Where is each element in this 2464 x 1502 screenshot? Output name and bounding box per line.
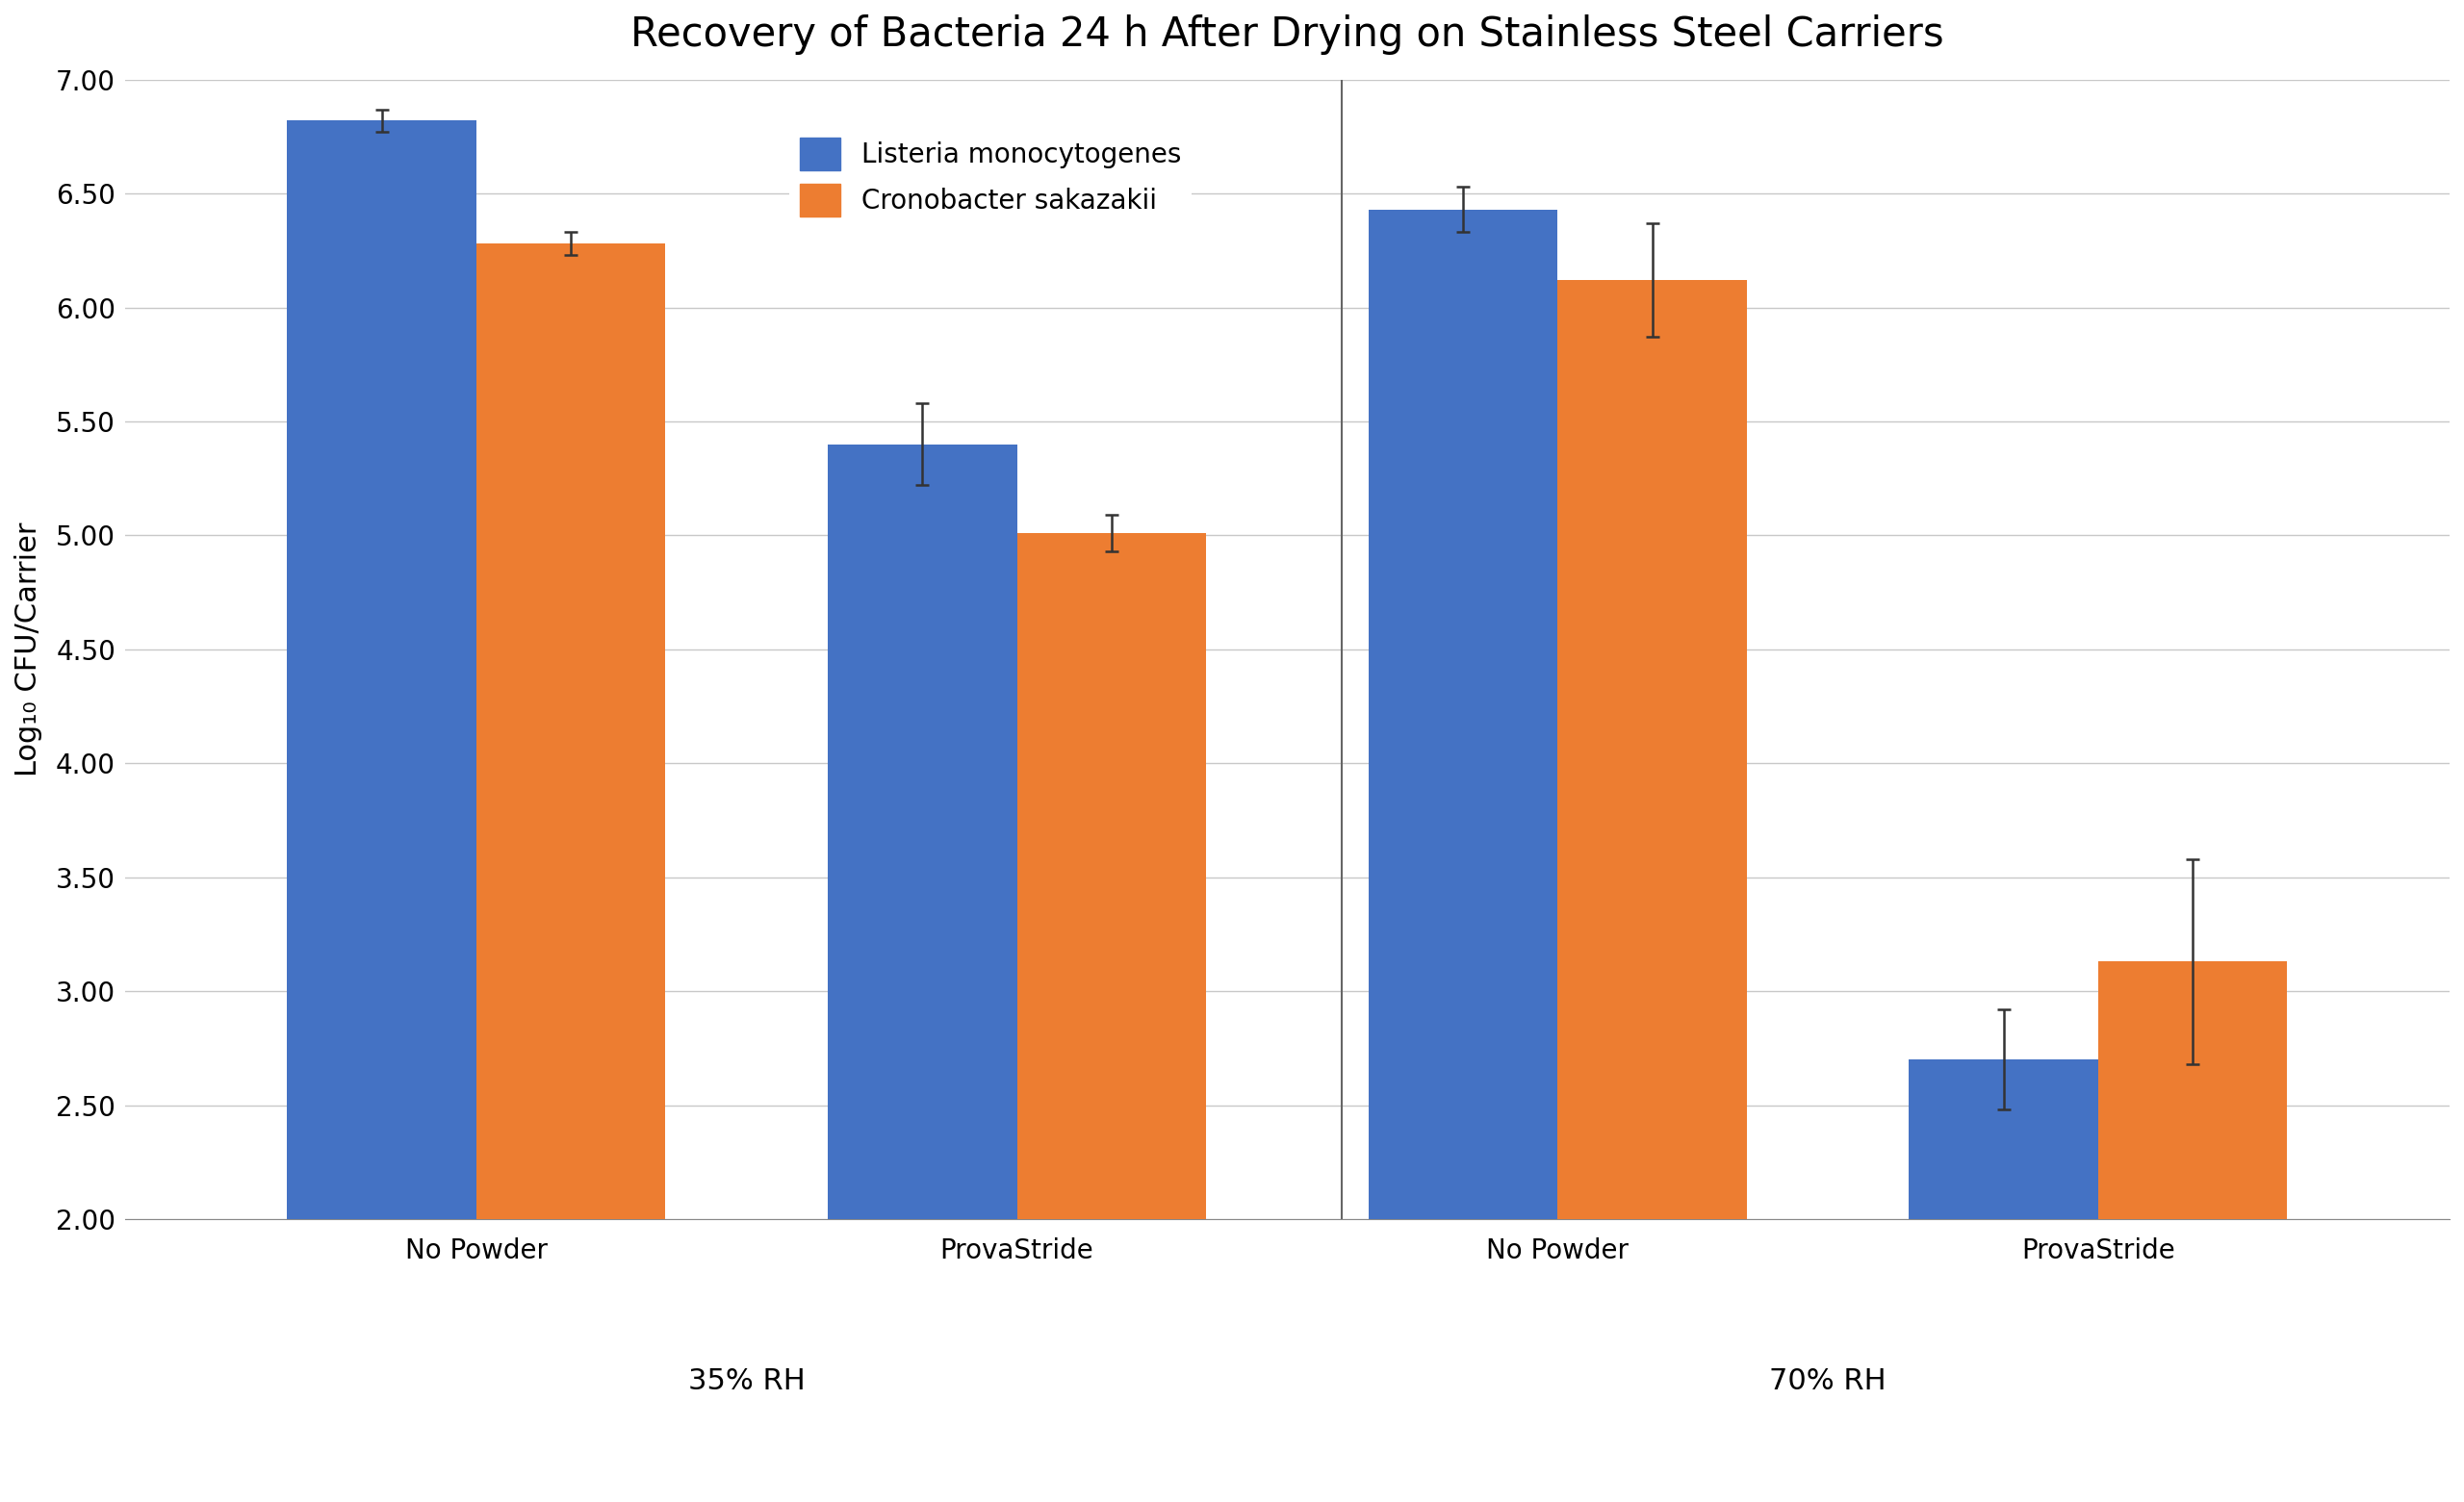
Text: 70% RH: 70% RH xyxy=(1769,1367,1887,1395)
Title: Recovery of Bacteria 24 h After Drying on Stainless Steel Carriers: Recovery of Bacteria 24 h After Drying o… xyxy=(631,15,1944,56)
Text: 35% RH: 35% RH xyxy=(687,1367,806,1395)
Y-axis label: Log₁₀ CFU/Carrier: Log₁₀ CFU/Carrier xyxy=(15,523,42,777)
Bar xyxy=(1910,1059,2099,1220)
Bar xyxy=(828,445,1018,1220)
Bar xyxy=(288,120,476,1220)
Bar xyxy=(2099,961,2287,1220)
Bar xyxy=(1018,533,1205,1220)
Legend: Listeria monocytogenes, Cronobacter sakazakii: Listeria monocytogenes, Cronobacter saka… xyxy=(788,128,1193,227)
Bar xyxy=(476,243,665,1220)
Bar xyxy=(1368,209,1557,1220)
Bar xyxy=(1557,281,1747,1220)
